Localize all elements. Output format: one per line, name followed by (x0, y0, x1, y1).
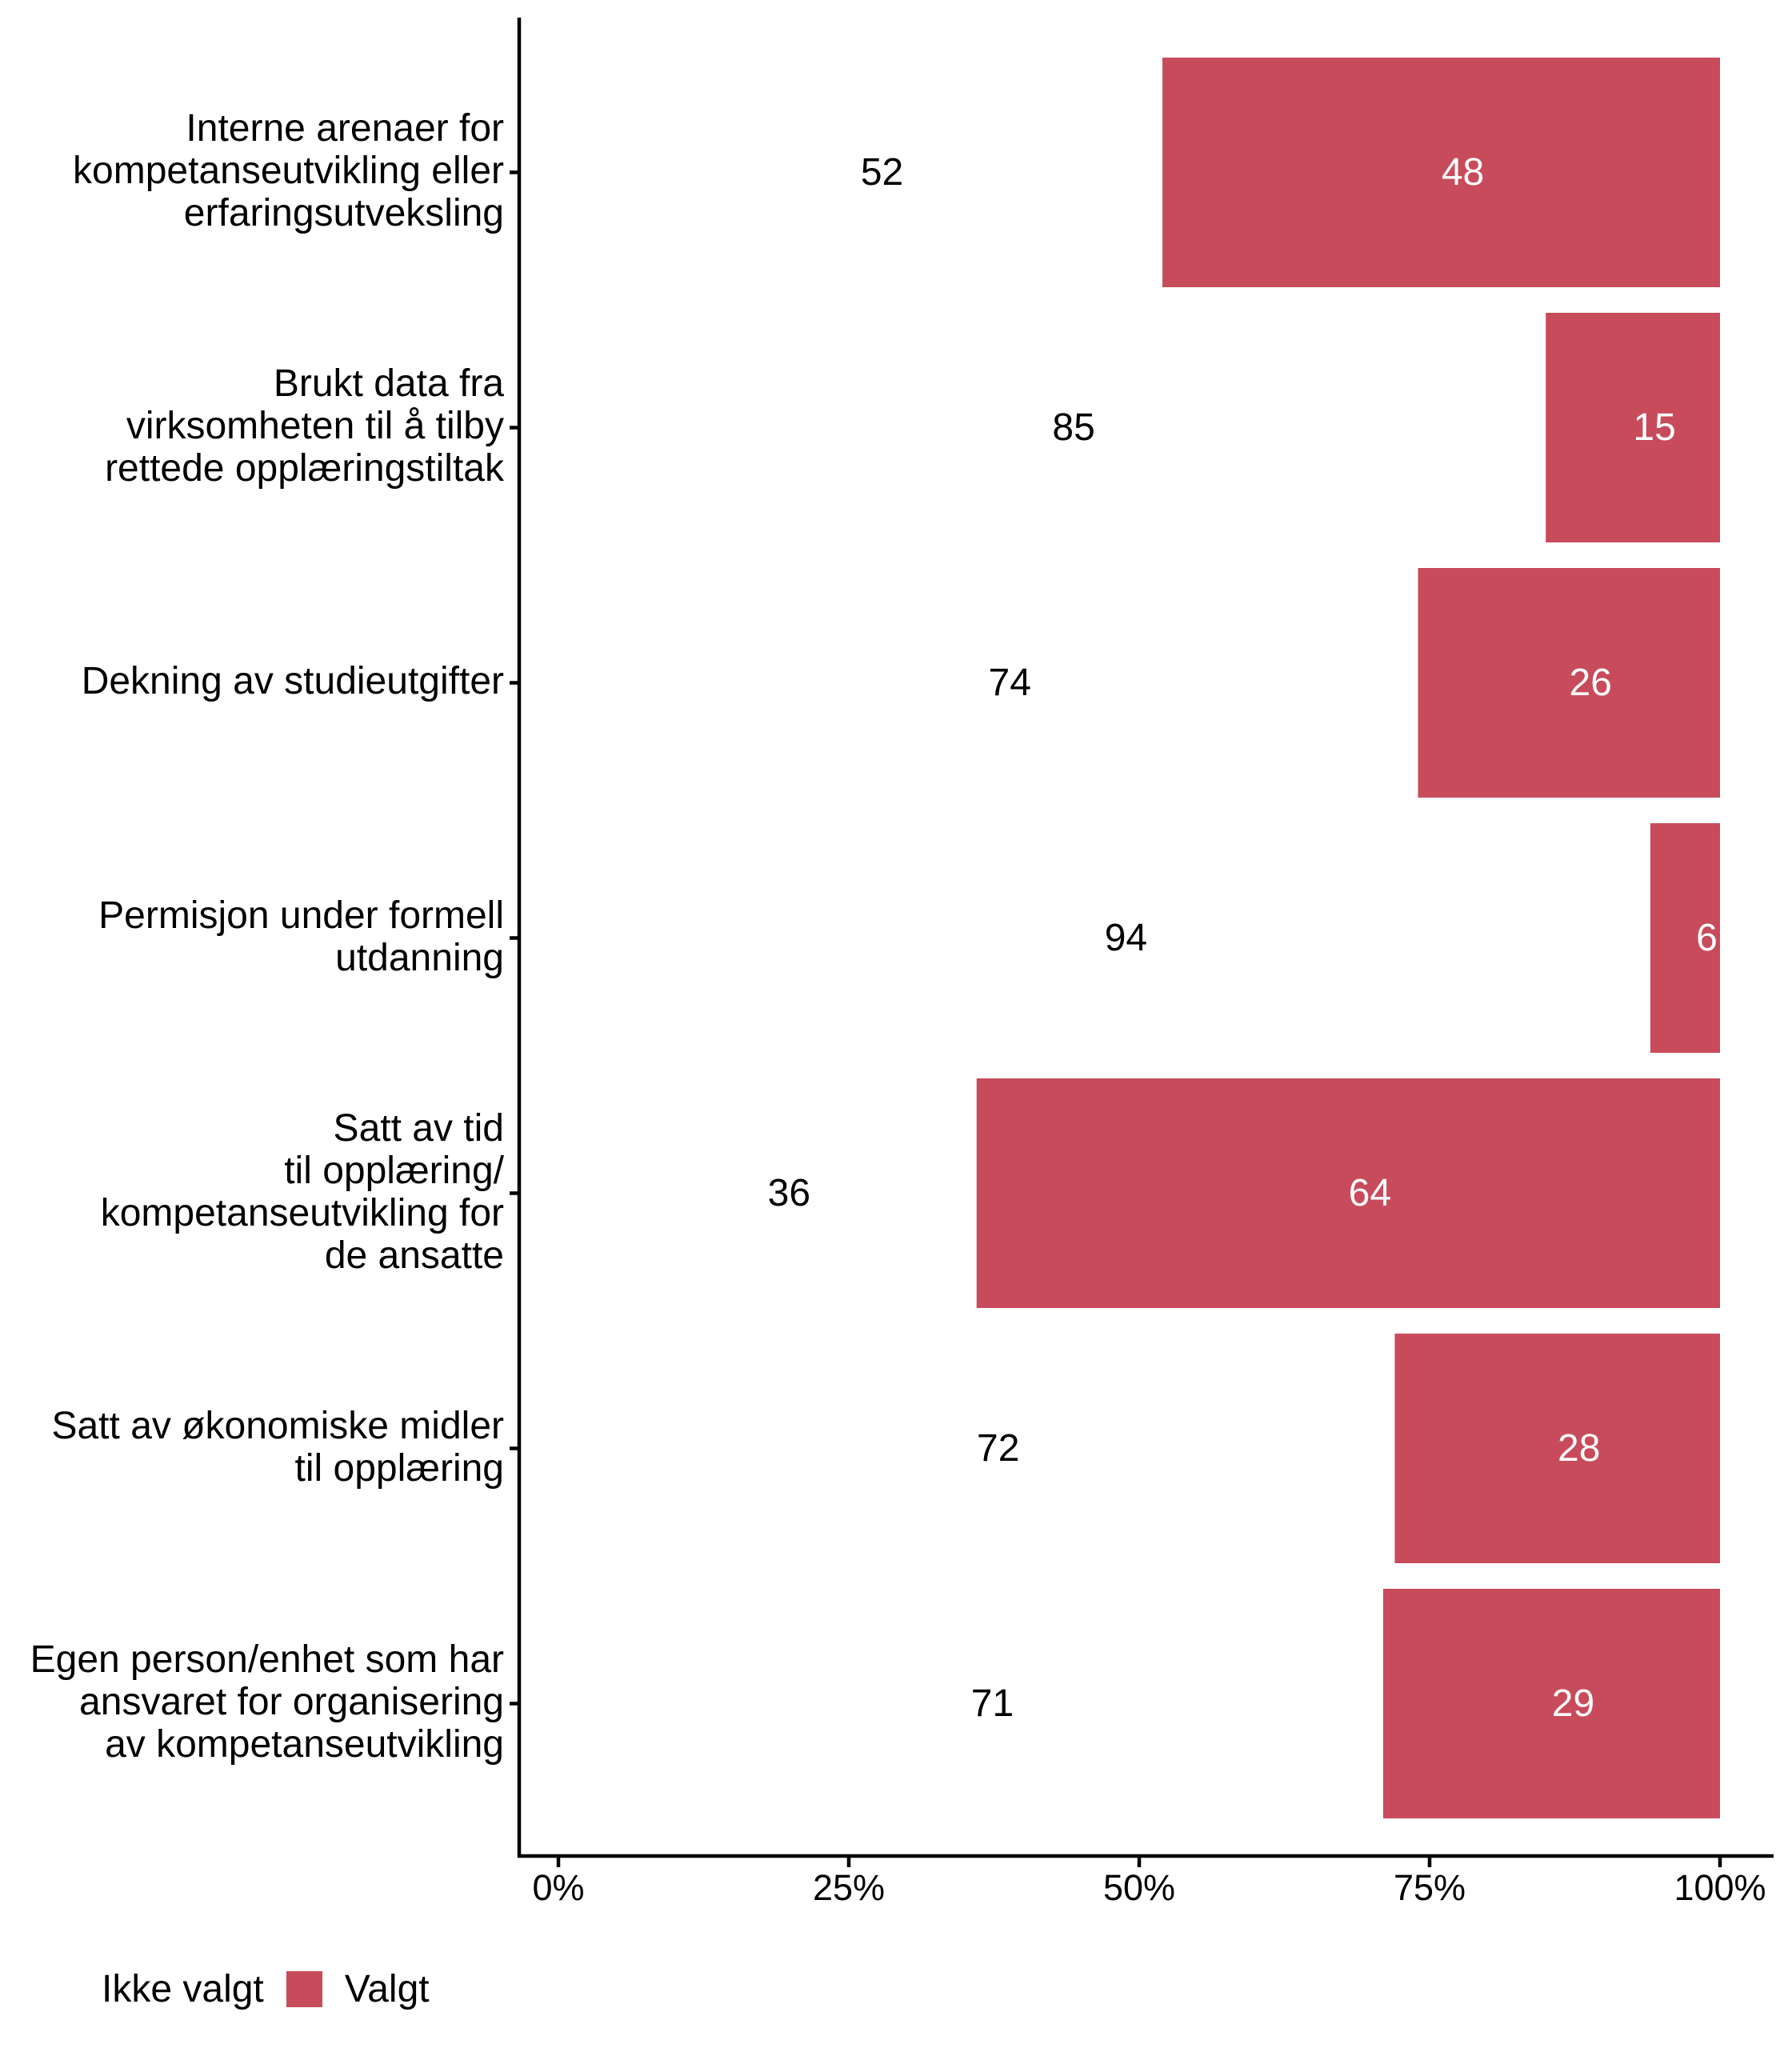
x-tick-label: 50% (1103, 1867, 1175, 1908)
data-label: 36 (768, 1172, 810, 1214)
y-tick-label: Interne arenaer for kompetanseutvikling … (73, 107, 504, 234)
x-tick-label: 75% (1394, 1867, 1466, 1908)
data-label: 72 (977, 1427, 1019, 1470)
data-label: 28 (1558, 1427, 1600, 1470)
data-label: 26 (1570, 662, 1612, 704)
bar-ikke-valgt (558, 823, 1650, 1053)
x-tick-label: 0% (532, 1867, 584, 1908)
data-label: 48 (1442, 151, 1484, 194)
bar-ikke-valgt (558, 1078, 977, 1308)
data-label: 15 (1633, 406, 1675, 449)
bar-ikke-valgt (558, 1334, 1395, 1563)
bars-layer (558, 58, 1720, 1818)
bar-valgt (1418, 568, 1720, 798)
legend-key-valgt (286, 1970, 322, 2007)
data-label: 52 (861, 151, 903, 194)
data-label: 6 (1696, 917, 1718, 959)
bar-valgt (1382, 1589, 1720, 1818)
y-tick-label: Satt av økonomiske midler til opplæring (51, 1404, 504, 1490)
y-tick-label: Satt av tid til opplæring/ kompetanseutv… (100, 1106, 504, 1277)
bar-valgt (976, 1078, 1720, 1308)
data-label: 94 (1105, 917, 1147, 959)
y-ticks-layer (510, 170, 519, 1706)
data-labels-layer: 52 48 85 15 74 26 94 6 36 64 72 28 71 29 (768, 151, 1718, 1725)
bar-ikke-valgt (558, 58, 1163, 287)
bar-ikke-valgt (558, 1589, 1383, 1818)
y-tick-label: Egen person/enhet som har ansvaret for o… (30, 1638, 504, 1766)
legend-label-valgt: Valgt (344, 1967, 430, 2010)
y-tick-label: Permisjon under formell utdanning (98, 894, 504, 979)
y-tick-label: Dekning av studieutgifter (81, 660, 504, 702)
x-tick-label: 25% (813, 1867, 885, 1908)
x-ticks-layer: 0% 25% 50% 75% 100% (532, 1858, 1766, 1908)
bar-valgt (1162, 58, 1720, 287)
data-label: 29 (1552, 1682, 1594, 1725)
x-tick-label: 100% (1674, 1867, 1766, 1908)
bar-valgt (1546, 313, 1720, 542)
legend: Ikke valgt Valgt (102, 1966, 430, 2011)
data-label: 74 (989, 662, 1031, 704)
data-label: 64 (1349, 1172, 1391, 1214)
bar-ikke-valgt (558, 568, 1418, 798)
legend-title: Ikke valgt (102, 1967, 264, 2010)
y-tick-label: Brukt data fra virksomheten til å tilby … (105, 362, 504, 490)
data-label: 85 (1052, 406, 1094, 449)
bar-valgt (1650, 823, 1720, 1053)
data-label: 71 (971, 1682, 1014, 1725)
bar-ikke-valgt (558, 313, 1546, 542)
bar-valgt (1394, 1334, 1720, 1563)
